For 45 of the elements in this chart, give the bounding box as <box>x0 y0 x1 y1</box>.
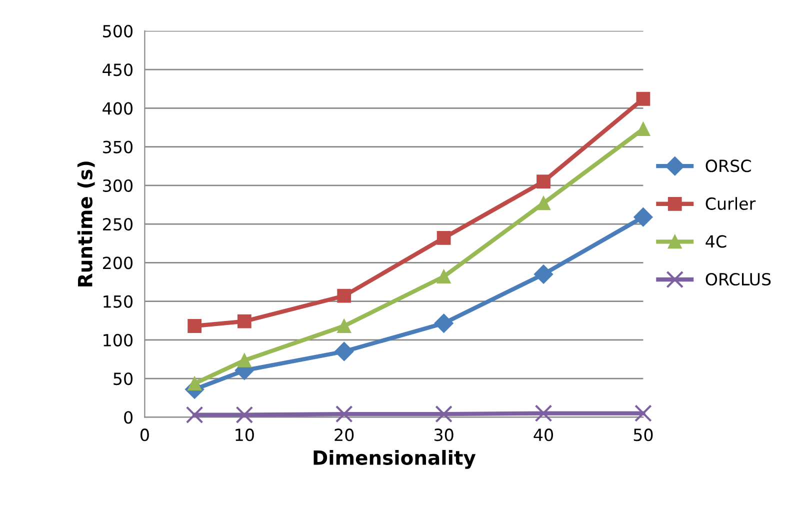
point <box>534 264 554 284</box>
y-tick-label: 250 <box>103 218 132 231</box>
y-tick-label: 450 <box>102 63 132 76</box>
legend-label: ORSC <box>706 160 751 172</box>
point <box>337 288 352 303</box>
point <box>186 406 204 424</box>
point <box>435 405 452 423</box>
point <box>436 270 451 284</box>
x-tick-label: 10 <box>236 428 254 442</box>
y-tick-label: 400 <box>102 102 132 115</box>
x-tick-label: 20 <box>334 428 354 442</box>
point <box>436 230 451 245</box>
y-tick-label: 300 <box>103 179 132 192</box>
y-tick-label: 200 <box>103 256 132 270</box>
y-tick-label: 150 <box>104 295 132 308</box>
y-tick-label: 500 <box>103 24 132 38</box>
point <box>634 208 653 227</box>
legend-label: 4C <box>706 235 726 248</box>
point <box>236 406 254 424</box>
point <box>636 92 650 106</box>
y-tick-label: 50 <box>114 372 132 386</box>
y-tick-label: 0 <box>124 411 132 424</box>
point <box>334 342 354 362</box>
legend-label: ORCLUS <box>706 272 771 286</box>
legend-label: Curler <box>706 197 756 210</box>
point <box>634 404 652 422</box>
x-tick-label: 50 <box>634 428 653 442</box>
point <box>237 314 252 328</box>
x-axis-title: Dimensionality <box>314 450 476 469</box>
x-tick-label: 0 <box>140 428 149 442</box>
point <box>335 405 353 423</box>
point <box>337 319 352 333</box>
y-tick-label: 100 <box>104 334 132 346</box>
x-tick-label: 30 <box>434 428 454 442</box>
point <box>188 376 202 390</box>
y-tick-label: 350 <box>103 140 132 154</box>
point <box>536 174 550 188</box>
x-tick-label: 40 <box>534 428 553 442</box>
point <box>636 122 650 136</box>
point <box>534 404 552 422</box>
point <box>188 319 202 333</box>
y-axis-title: Runtime (s) <box>77 162 95 286</box>
point <box>434 314 454 333</box>
point <box>237 353 252 368</box>
point <box>536 196 550 210</box>
